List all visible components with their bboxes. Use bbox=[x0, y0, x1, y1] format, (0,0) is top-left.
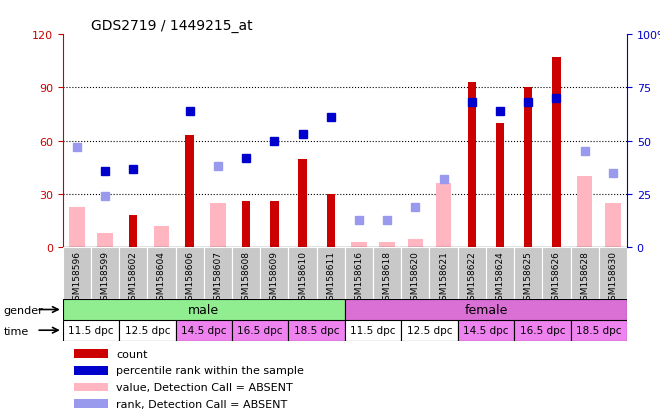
Bar bbox=[570, 248, 599, 299]
Bar bbox=[185, 136, 194, 248]
Text: 16.5 dpc: 16.5 dpc bbox=[519, 325, 565, 335]
Text: GSM158618: GSM158618 bbox=[383, 250, 391, 305]
Bar bbox=[63, 320, 119, 341]
Bar bbox=[210, 204, 226, 248]
Text: GDS2719 / 1449215_at: GDS2719 / 1449215_at bbox=[91, 19, 253, 33]
Text: GSM158630: GSM158630 bbox=[609, 250, 617, 305]
Bar bbox=[232, 320, 288, 341]
Bar bbox=[288, 320, 345, 341]
Bar bbox=[69, 207, 84, 248]
Bar bbox=[552, 58, 561, 248]
Bar bbox=[543, 248, 570, 299]
Text: GSM158625: GSM158625 bbox=[524, 250, 533, 305]
Bar bbox=[345, 320, 401, 341]
Text: time: time bbox=[3, 326, 28, 336]
Bar bbox=[270, 202, 279, 248]
Bar bbox=[577, 177, 593, 248]
Bar bbox=[298, 159, 307, 248]
Text: count: count bbox=[116, 349, 148, 359]
Text: value, Detection Call = ABSENT: value, Detection Call = ABSENT bbox=[116, 382, 293, 392]
Bar bbox=[119, 320, 176, 341]
Bar bbox=[605, 204, 620, 248]
Bar bbox=[63, 299, 345, 320]
Bar bbox=[408, 239, 423, 248]
Text: 18.5 dpc: 18.5 dpc bbox=[576, 325, 622, 335]
Bar bbox=[242, 202, 250, 248]
Bar bbox=[570, 320, 627, 341]
Bar bbox=[74, 399, 108, 408]
Text: rank, Detection Call = ABSENT: rank, Detection Call = ABSENT bbox=[116, 399, 288, 408]
Bar bbox=[91, 248, 119, 299]
Text: GSM158604: GSM158604 bbox=[157, 250, 166, 305]
Bar bbox=[204, 248, 232, 299]
Text: GSM158607: GSM158607 bbox=[213, 250, 222, 305]
Text: 16.5 dpc: 16.5 dpc bbox=[238, 325, 283, 335]
Text: percentile rank within the sample: percentile rank within the sample bbox=[116, 366, 304, 375]
Bar bbox=[154, 226, 169, 248]
Text: GSM158620: GSM158620 bbox=[411, 250, 420, 305]
Bar bbox=[327, 195, 335, 248]
Text: GSM158606: GSM158606 bbox=[185, 250, 194, 305]
Bar bbox=[599, 248, 627, 299]
Bar bbox=[467, 83, 476, 248]
Text: GSM158609: GSM158609 bbox=[270, 250, 279, 305]
Text: GSM158621: GSM158621 bbox=[439, 250, 448, 305]
Bar bbox=[458, 248, 486, 299]
Text: 11.5 dpc: 11.5 dpc bbox=[68, 325, 114, 335]
Bar bbox=[345, 299, 627, 320]
Bar bbox=[147, 248, 176, 299]
Bar bbox=[458, 320, 514, 341]
Bar bbox=[317, 248, 345, 299]
Bar bbox=[524, 88, 533, 248]
Text: GSM158626: GSM158626 bbox=[552, 250, 561, 305]
Bar bbox=[373, 248, 401, 299]
Bar bbox=[514, 320, 570, 341]
Text: 14.5 dpc: 14.5 dpc bbox=[463, 325, 509, 335]
Bar bbox=[379, 242, 395, 248]
Bar bbox=[401, 248, 430, 299]
Bar bbox=[260, 248, 288, 299]
Bar bbox=[97, 234, 113, 248]
Bar bbox=[129, 216, 137, 248]
Bar bbox=[119, 248, 147, 299]
Text: 12.5 dpc: 12.5 dpc bbox=[125, 325, 170, 335]
Text: 18.5 dpc: 18.5 dpc bbox=[294, 325, 339, 335]
Bar bbox=[74, 349, 108, 358]
Bar bbox=[486, 248, 514, 299]
Text: GSM158622: GSM158622 bbox=[467, 250, 477, 305]
Text: GSM158616: GSM158616 bbox=[354, 250, 364, 305]
Text: GSM158610: GSM158610 bbox=[298, 250, 307, 305]
Text: GSM158611: GSM158611 bbox=[326, 250, 335, 305]
Bar bbox=[345, 248, 373, 299]
Text: 12.5 dpc: 12.5 dpc bbox=[407, 325, 452, 335]
Text: 11.5 dpc: 11.5 dpc bbox=[350, 325, 396, 335]
Text: GSM158624: GSM158624 bbox=[496, 250, 504, 305]
Bar bbox=[430, 248, 458, 299]
Text: gender: gender bbox=[3, 306, 43, 316]
Text: GSM158602: GSM158602 bbox=[129, 250, 138, 305]
Text: female: female bbox=[464, 303, 508, 316]
Text: 14.5 dpc: 14.5 dpc bbox=[181, 325, 226, 335]
Bar bbox=[288, 248, 317, 299]
Bar bbox=[351, 242, 367, 248]
Bar bbox=[74, 366, 108, 375]
Bar bbox=[436, 184, 451, 248]
Text: GSM158599: GSM158599 bbox=[100, 250, 110, 305]
Bar bbox=[514, 248, 543, 299]
Text: male: male bbox=[188, 303, 219, 316]
Bar bbox=[63, 248, 91, 299]
Bar bbox=[496, 124, 504, 248]
Bar bbox=[176, 320, 232, 341]
Text: GSM158628: GSM158628 bbox=[580, 250, 589, 305]
Bar bbox=[232, 248, 260, 299]
Bar bbox=[176, 248, 204, 299]
Bar bbox=[401, 320, 458, 341]
Text: GSM158596: GSM158596 bbox=[73, 250, 81, 305]
Text: GSM158608: GSM158608 bbox=[242, 250, 251, 305]
Bar bbox=[74, 382, 108, 392]
